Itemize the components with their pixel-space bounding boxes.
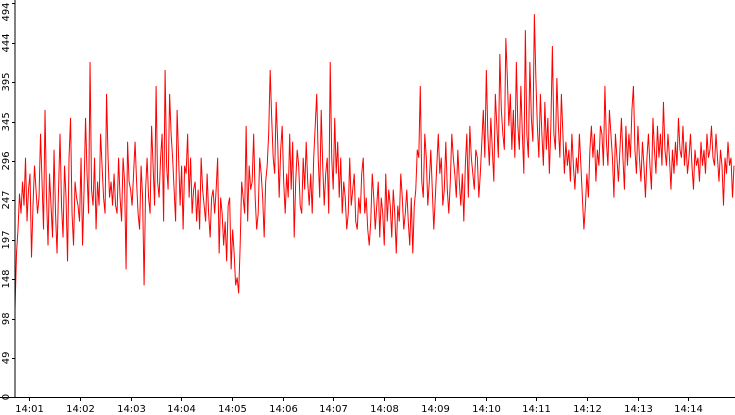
x-tick-label: 14:09 <box>421 404 450 415</box>
y-tick-label: 345 <box>1 112 12 131</box>
y-axis: 04998148197247296345395444494 <box>1 0 16 400</box>
x-tick-label: 14:06 <box>269 404 298 415</box>
y-tick-label: 395 <box>1 72 12 91</box>
series-line-0 <box>14 14 735 310</box>
x-tick-label: 14:02 <box>66 404 95 415</box>
x-tick-label: 14:04 <box>167 404 196 415</box>
x-tick-label: 14:11 <box>522 404 551 415</box>
x-tick-label: 14:12 <box>573 404 602 415</box>
x-tick-label: 14:10 <box>472 404 501 415</box>
x-tick-label: 14:07 <box>319 404 348 415</box>
plot-area <box>14 14 735 310</box>
y-tick-label: 49 <box>1 352 12 365</box>
y-tick-label: 98 <box>1 312 12 325</box>
y-tick-label: 296 <box>1 151 12 170</box>
x-tick-label: 14:01 <box>15 404 44 415</box>
x-tick-label: 14:14 <box>674 404 703 415</box>
x-tick-label: 14:05 <box>218 404 247 415</box>
y-tick-label: 148 <box>1 269 12 288</box>
x-tick-label: 14:13 <box>624 404 653 415</box>
y-tick-label: 494 <box>1 2 12 21</box>
x-tick-label: 14:08 <box>370 404 399 415</box>
y-tick-label: 247 <box>1 190 12 209</box>
y-tick-label: 197 <box>1 230 12 249</box>
x-axis: 14:01 14:02 14:03 14:04 14:05 14:06 14:07 14:08… <box>0 397 735 415</box>
x-tick-label: 14:03 <box>117 404 146 415</box>
y-tick-label: 444 <box>1 33 12 52</box>
